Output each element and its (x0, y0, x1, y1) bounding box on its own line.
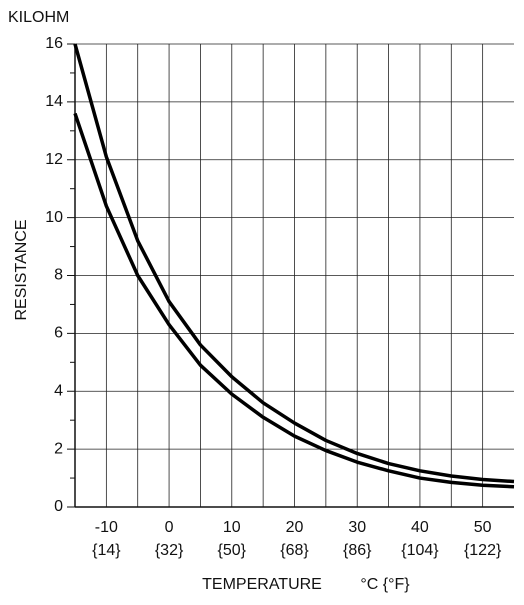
x-tick-label: 0 (165, 519, 174, 536)
x-tick-label: 40 (411, 519, 429, 536)
y-tick-label: 6 (54, 325, 63, 342)
x-tick-label: 10 (223, 519, 241, 536)
y-tick-label: 0 (54, 498, 63, 515)
curve (73, 112, 515, 489)
x-tick-sublabel: {50} (218, 542, 247, 559)
y-tick-label: 10 (45, 209, 63, 226)
x-tick-sublabel: {14} (92, 542, 121, 559)
y-tick-label: 4 (54, 382, 63, 399)
x-tick-sublabel: {32} (155, 542, 184, 559)
x-tick-sublabel: {122} (464, 542, 502, 559)
curve (73, 43, 515, 484)
y-tick-label: 2 (54, 440, 63, 457)
x-tick-label: 20 (286, 519, 304, 536)
x-axis-label: TEMPERATURE (202, 576, 322, 593)
x-tick-label: 30 (348, 519, 366, 536)
x-unit: °C {°F} (360, 576, 410, 593)
x-tick-sublabel: {104} (401, 542, 439, 559)
y-tick-label: 14 (45, 93, 63, 110)
x-tick-sublabel: {68} (280, 542, 309, 559)
x-tick-label: -10 (95, 519, 118, 536)
y-tick-label: 12 (45, 151, 63, 168)
y-unit: KILOHM (8, 9, 69, 26)
y-tick-label: 16 (45, 35, 63, 52)
x-tick-sublabel: {86} (343, 542, 372, 559)
y-tick-label: 8 (54, 267, 63, 284)
y-axis-label: RESISTANCE (13, 219, 30, 320)
x-tick-label: 50 (474, 519, 492, 536)
